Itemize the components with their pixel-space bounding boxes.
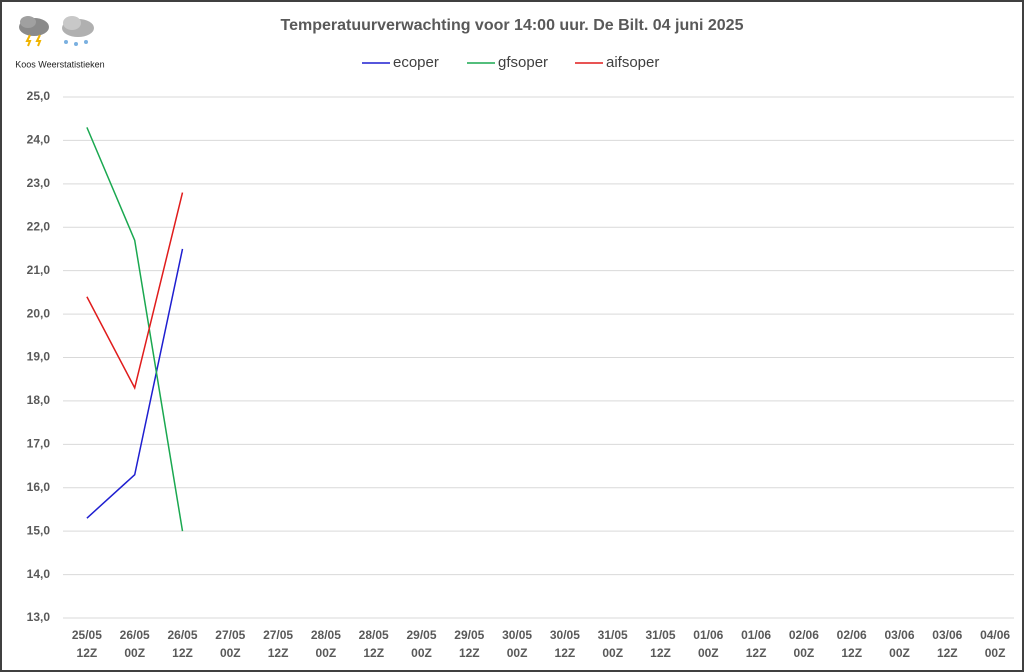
- x-tick-label: 02/06: [789, 628, 819, 642]
- x-tick-label: 00Z: [124, 646, 145, 660]
- x-tick-label: 00Z: [411, 646, 432, 660]
- x-tick-label: 12Z: [172, 646, 193, 660]
- legend-label: aifsoper: [606, 54, 659, 71]
- x-tick-label: 12Z: [937, 646, 958, 660]
- x-tick-label: 26/05: [120, 628, 150, 642]
- y-tick-label: 22,0: [27, 219, 51, 233]
- x-tick-label: 12Z: [363, 646, 384, 660]
- x-tick-label: 31/05: [598, 628, 628, 642]
- line-series: [86, 248, 184, 519]
- x-tick-label: 31/05: [645, 628, 675, 642]
- x-tick-label: 02/06: [837, 628, 867, 642]
- y-tick-label: 25,0: [27, 89, 51, 103]
- legend-label: gfsoper: [498, 54, 548, 71]
- x-tick-label: 00Z: [794, 646, 815, 660]
- x-tick-label: 04/06: [980, 628, 1010, 642]
- x-tick-label: 28/05: [311, 628, 341, 642]
- line-series: [86, 192, 184, 390]
- x-tick-label: 12Z: [459, 646, 480, 660]
- credit: Koos Weerstatistieken: [15, 59, 104, 69]
- x-tick-label: 12Z: [77, 646, 98, 660]
- x-tick-label: 03/06: [884, 628, 914, 642]
- x-tick-label: 30/05: [550, 628, 580, 642]
- y-tick-label: 18,0: [27, 393, 51, 407]
- chart-title: Temperatuurverwachting voor 14:00 uur. D…: [281, 17, 744, 34]
- line-series: [86, 127, 184, 532]
- x-tick-label: 03/06: [932, 628, 962, 642]
- y-tick-label: 16,0: [27, 480, 51, 494]
- x-tick-label: 30/05: [502, 628, 532, 642]
- x-tick-label: 26/05: [167, 628, 197, 642]
- x-tick-label: 27/05: [215, 628, 245, 642]
- x-tick-label: 00Z: [602, 646, 623, 660]
- y-tick-label: 19,0: [27, 350, 51, 364]
- x-tick-label: 00Z: [220, 646, 241, 660]
- x-tick-label: 12Z: [841, 646, 862, 660]
- x-tick-label: 12Z: [746, 646, 767, 660]
- y-tick-label: 21,0: [27, 263, 51, 277]
- legend-label: ecoper: [393, 54, 439, 71]
- x-tick-label: 01/06: [693, 628, 723, 642]
- y-tick-label: 13,0: [27, 610, 51, 624]
- x-tick-label: 29/05: [454, 628, 484, 642]
- y-tick-label: 14,0: [27, 567, 51, 581]
- x-tick-label: 29/05: [406, 628, 436, 642]
- x-tick-label: 27/05: [263, 628, 293, 642]
- x-tick-label: 00Z: [985, 646, 1006, 660]
- logo: [19, 16, 94, 47]
- x-tick-label: 00Z: [507, 646, 528, 660]
- x-tick-label: 12Z: [268, 646, 289, 660]
- x-tick-label: 00Z: [316, 646, 337, 660]
- y-tick-label: 23,0: [27, 176, 51, 190]
- y-tick-label: 15,0: [27, 523, 51, 537]
- x-tick-label: 00Z: [698, 646, 719, 660]
- x-tick-label: 01/06: [741, 628, 771, 642]
- y-tick-label: 24,0: [27, 133, 51, 147]
- x-tick-label: 12Z: [650, 646, 671, 660]
- x-tick-label: 12Z: [555, 646, 576, 660]
- y-tick-label: 17,0: [27, 437, 51, 451]
- x-tick-label: 00Z: [889, 646, 910, 660]
- y-tick-label: 20,0: [27, 306, 51, 320]
- x-tick-label: 25/05: [72, 628, 102, 642]
- x-tick-label: 28/05: [359, 628, 389, 642]
